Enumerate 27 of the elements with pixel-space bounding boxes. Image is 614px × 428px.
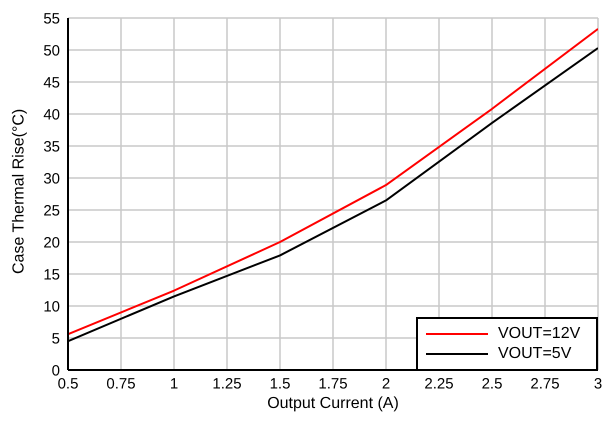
y-tick-label: 25 xyxy=(43,202,60,220)
x-tick-label: 2.75 xyxy=(530,376,560,393)
y-tick-label: 15 xyxy=(43,266,60,284)
x-tick-label: 1.75 xyxy=(318,376,348,393)
legend-label: VOUT=5V xyxy=(498,344,572,364)
x-tick-label: 1 xyxy=(170,376,178,393)
y-axis-title: Case Thermal Rise(°C) xyxy=(10,108,28,274)
x-tick-label: 3 xyxy=(594,376,602,393)
y-tick-label: 10 xyxy=(43,298,60,316)
x-tick-label: 2.5 xyxy=(482,376,502,393)
y-tick-label: 35 xyxy=(43,138,60,156)
y-tick-label: 0 xyxy=(52,362,60,380)
y-tick-label: 55 xyxy=(43,10,60,28)
x-tick-label: 2.25 xyxy=(424,376,454,393)
x-tick-label: 1.5 xyxy=(270,376,290,393)
y-tick-label: 20 xyxy=(43,234,60,252)
x-tick-label: 1.25 xyxy=(212,376,242,393)
legend-label: VOUT=12V xyxy=(498,324,580,344)
x-axis-title: Output Current (A) xyxy=(267,395,399,412)
x-tick-label: 0.5 xyxy=(58,376,78,393)
y-tick-label: 30 xyxy=(43,170,60,188)
y-tick-label: 5 xyxy=(52,330,60,348)
y-tick-label: 45 xyxy=(43,74,60,92)
y-tick-label: 40 xyxy=(43,106,60,124)
x-tick-label: 0.75 xyxy=(106,376,136,393)
y-tick-label: 50 xyxy=(43,42,60,60)
x-tick-label: 2 xyxy=(382,376,390,393)
